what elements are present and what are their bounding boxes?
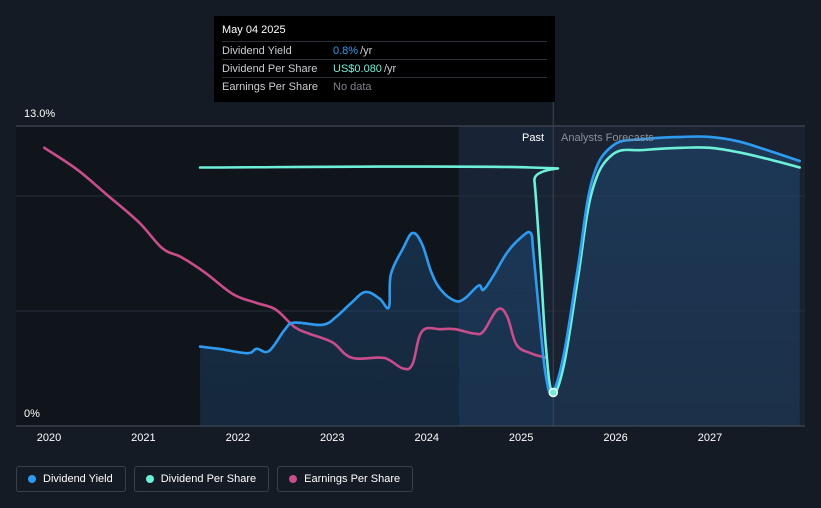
y-axis-top-label: 13.0% [24, 108, 56, 120]
tooltip-label: Dividend Yield [222, 44, 292, 57]
series-line-dividend-per-share [198, 146, 801, 395]
legend-dot-icon [28, 475, 36, 483]
tooltip-value: No data [333, 80, 372, 93]
series-line-dividend-yield [198, 135, 801, 395]
tooltip-label: Dividend Per Share [222, 62, 318, 75]
x-tick-label: 2020 [36, 432, 62, 444]
tooltip-value: 0.8% [333, 44, 359, 57]
legend-item-earnings-per-share[interactable]: Earnings Per Share [277, 466, 414, 492]
tooltip-row-dividend-per-share: Dividend Per Share US$0.080 /yr [222, 59, 547, 77]
legend-dot-icon [289, 475, 298, 483]
y-axis-bottom-label: 0% [24, 408, 40, 420]
legend-label: Dividend Per Share [160, 473, 257, 485]
tooltip-date: May 04 2025 [222, 24, 286, 36]
series-line-earnings-per-share [43, 146, 547, 371]
x-tick-label: 2021 [131, 432, 156, 444]
dividend-yield-area [200, 136, 800, 427]
legend-dot-icon [145, 475, 154, 483]
x-tick-label: 2022 [225, 432, 251, 444]
x-tick-label: 2026 [603, 432, 628, 444]
x-tick-label: 2023 [320, 432, 345, 444]
tooltip-unit: /yr [383, 62, 397, 75]
tooltip: May 04 2025 Dividend Yield 0.8% /yr Divi… [214, 16, 555, 102]
past-label: Past [522, 132, 545, 144]
legend: Dividend Yield Dividend Per Share Earnin… [16, 466, 414, 492]
legend-label: Dividend Yield [43, 473, 113, 485]
forecast-label: Analysts Forecasts [561, 132, 654, 144]
legend-label: Earnings Per Share [304, 473, 401, 485]
x-tick-label: 2027 [697, 432, 723, 444]
tooltip-row-earnings-per-share: Earnings Per Share No data [222, 77, 547, 95]
tooltip-value: US$0.080 [333, 62, 382, 75]
legend-item-dividend-per-share[interactable]: Dividend Per Share [133, 466, 270, 492]
tooltip-label: Earnings Per Share [222, 80, 318, 93]
tooltip-unit: /yr [360, 44, 373, 57]
x-tick-label: 2025 [508, 432, 534, 444]
current-point-marker[interactable] [548, 387, 558, 398]
tooltip-row-dividend-yield: Dividend Yield 0.8% /yr [222, 41, 547, 59]
x-tick-label: 2024 [414, 432, 439, 444]
legend-item-dividend-yield[interactable]: Dividend Yield [16, 466, 126, 492]
